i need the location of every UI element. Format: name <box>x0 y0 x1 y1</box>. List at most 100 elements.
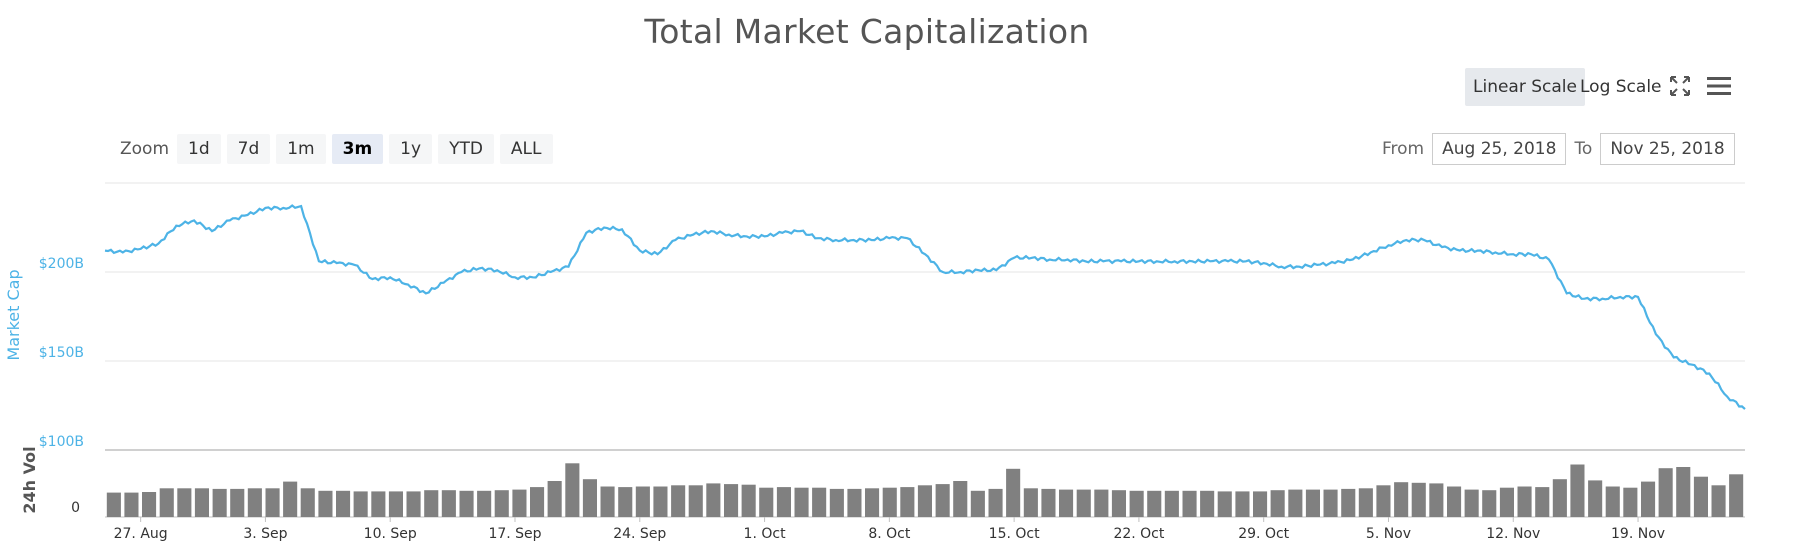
x-tick-label: 27. Aug <box>114 526 168 542</box>
volume-bar <box>1552 479 1567 517</box>
volume-bar <box>935 484 950 517</box>
volume-bar <box>671 485 686 517</box>
menu-icon[interactable] <box>1705 74 1733 98</box>
volume-bar <box>388 491 403 517</box>
volume-bar <box>1623 487 1638 517</box>
volume-bar <box>1464 489 1479 517</box>
volume-bar <box>1482 490 1497 517</box>
volume-bar <box>159 488 174 517</box>
volume-bar <box>688 485 703 517</box>
expand-icon[interactable] <box>1668 74 1692 98</box>
volume-bar <box>353 491 368 517</box>
x-tick-label: 1. Oct <box>744 526 787 542</box>
volume-bar <box>1129 490 1144 517</box>
volume-bar <box>336 490 351 517</box>
volume-bar <box>247 488 262 517</box>
volume-bar <box>1411 482 1426 517</box>
volume-zero-label: 0 <box>71 500 80 516</box>
x-tick-label: 5. Nov <box>1366 526 1411 542</box>
from-label: From <box>1382 139 1425 159</box>
volume-bar <box>1164 490 1179 517</box>
volume-bar <box>1023 488 1038 517</box>
zoom-1d-button[interactable]: 1d <box>177 134 221 164</box>
volume-bar <box>318 490 333 517</box>
volume-bar <box>600 486 615 517</box>
volume-bar <box>1605 486 1620 517</box>
volume-bar <box>741 484 756 517</box>
x-tick-label: 17. Sep <box>488 526 541 542</box>
volume-bar <box>1323 489 1338 517</box>
volume-bar <box>1041 488 1056 517</box>
volume-bar <box>459 490 474 517</box>
volume-bar <box>547 481 562 517</box>
volume-bar <box>512 489 527 517</box>
volume-axis-label: 24h Vol <box>20 446 39 513</box>
volume-bar <box>1235 491 1250 517</box>
volume-bar <box>794 487 809 517</box>
volume-bar <box>441 490 456 517</box>
volume-bar <box>530 487 545 517</box>
x-tick-label: 12. Nov <box>1486 526 1540 542</box>
volume-bar <box>706 483 721 517</box>
volume-bar <box>1517 486 1532 517</box>
log-scale-button[interactable]: Log Scale <box>1580 77 1662 97</box>
volume-bar <box>1588 480 1603 517</box>
volume-bar <box>1499 487 1514 517</box>
volume-bar <box>635 486 650 517</box>
volume-bar <box>1006 468 1021 517</box>
volume-bar <box>1570 464 1585 517</box>
volume-bar <box>970 490 985 517</box>
volume-bar <box>1676 467 1691 517</box>
volume-bar <box>1641 481 1656 517</box>
volume-bar <box>1535 487 1550 517</box>
volume-bar <box>300 488 315 517</box>
x-tick-label: 15. Oct <box>989 526 1040 542</box>
volume-bar <box>124 492 139 517</box>
volume-bar <box>1341 488 1356 517</box>
volume-bar <box>776 487 791 517</box>
x-tick-label: 3. Sep <box>243 526 287 542</box>
zoom-7d-button[interactable]: 7d <box>226 134 271 164</box>
volume-bar <box>1253 491 1268 517</box>
volume-bar <box>847 488 862 517</box>
zoom-ytd-button[interactable]: YTD <box>438 134 494 164</box>
zoom-3m-button[interactable]: 3m <box>331 134 384 164</box>
volume-bar <box>900 487 915 517</box>
zoom-1y-button[interactable]: 1y <box>389 134 433 164</box>
volume-bar <box>177 488 192 517</box>
linear-scale-button[interactable]: Linear Scale <box>1465 68 1585 106</box>
to-date-input[interactable]: Nov 25, 2018 <box>1600 133 1735 165</box>
volume-bar <box>265 488 280 517</box>
from-date-input[interactable]: Aug 25, 2018 <box>1432 133 1567 165</box>
volume-bar <box>565 463 580 517</box>
volume-bar <box>1429 483 1444 517</box>
volume-bar <box>988 488 1003 517</box>
volume-bar <box>1059 489 1074 517</box>
volume-bar <box>653 486 668 517</box>
zoom-selector: Zoom 1d 7d 1m 3m 1y YTD ALL <box>120 134 559 164</box>
volume-bar <box>212 488 227 517</box>
volume-bar <box>1111 490 1126 517</box>
volume-bar <box>1182 490 1197 517</box>
volume-bar <box>1288 489 1303 517</box>
date-range-selector: From Aug 25, 2018 To Nov 25, 2018 <box>1374 133 1735 165</box>
x-tick-label: 8. Oct <box>868 526 911 542</box>
volume-bar <box>1376 485 1391 517</box>
market-cap-line <box>104 204 1746 410</box>
volume-bar <box>1711 485 1726 517</box>
volume-bar <box>882 487 897 517</box>
volume-bar <box>1729 474 1744 517</box>
zoom-all-button[interactable]: ALL <box>499 134 553 164</box>
volume-bar <box>759 487 774 517</box>
volume-bar <box>724 484 739 517</box>
volume-bar <box>1358 488 1373 517</box>
volume-bar <box>230 488 245 517</box>
volume-bar <box>142 492 157 517</box>
volume-bar <box>1200 490 1215 517</box>
volume-bar <box>1147 490 1162 517</box>
volume-bar <box>494 490 509 517</box>
zoom-1m-button[interactable]: 1m <box>276 134 326 164</box>
volume-bar <box>1076 489 1091 517</box>
volume-bar <box>953 481 968 517</box>
volume-bar <box>1217 491 1232 517</box>
